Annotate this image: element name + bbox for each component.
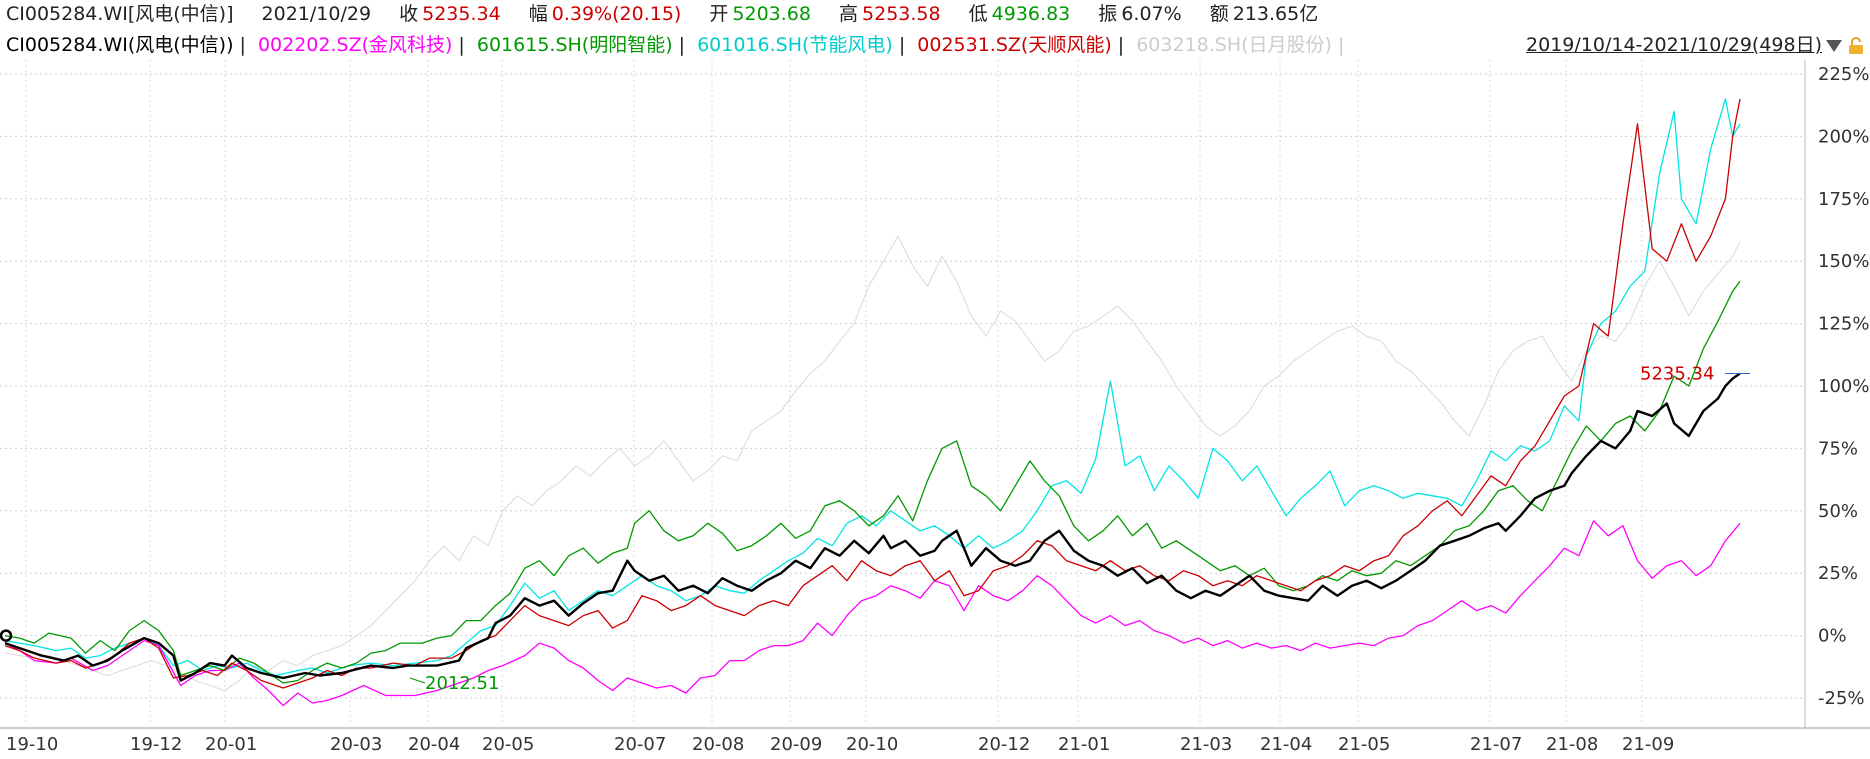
series-line bbox=[4, 372, 1741, 682]
lock-icon[interactable] bbox=[1848, 37, 1864, 55]
x-tick-label: 21-03 bbox=[1180, 734, 1232, 755]
amplitude-value: 6.07% bbox=[1121, 3, 1182, 25]
x-tick-label: 21-04 bbox=[1260, 734, 1312, 755]
series-line bbox=[4, 98, 1741, 689]
legend-item-603218[interactable]: 603218.SH(日月股份) bbox=[1136, 34, 1332, 56]
comparison-line-chart: 225%200%175%150%125%100%75%50%25%0%-25% … bbox=[0, 60, 1870, 755]
x-tick-label: 21-09 bbox=[1622, 734, 1674, 755]
y-tick-label: 25% bbox=[1818, 563, 1858, 584]
legend-item-002202[interactable]: 002202.SZ(金风科技) bbox=[257, 34, 453, 56]
quote-date: 2021/10/29 bbox=[261, 3, 372, 25]
close-label: 收 bbox=[399, 3, 419, 25]
x-tick-label: 20-04 bbox=[408, 734, 460, 755]
x-tick-label: 21-01 bbox=[1058, 734, 1110, 755]
high-value: 5253.58 bbox=[862, 3, 941, 25]
x-tick-label: 20-12 bbox=[978, 734, 1030, 755]
series-layer bbox=[0, 98, 1741, 707]
change-label: 幅 bbox=[528, 3, 548, 25]
y-tick-label: 100% bbox=[1818, 376, 1869, 397]
x-tick-label: 20-07 bbox=[614, 734, 666, 755]
series-legend: CI005284.WI(风电(中信)) | 002202.SZ(金风科技) | 60… bbox=[6, 34, 1345, 56]
legend-item-601016[interactable]: 601016.SH(节能风电) bbox=[697, 34, 893, 56]
open-label: 开 bbox=[709, 3, 729, 25]
y-tick-label: 225% bbox=[1818, 64, 1869, 85]
low-value: 4936.83 bbox=[991, 3, 1071, 25]
y-tick-label: 50% bbox=[1818, 501, 1858, 522]
annotation-layer: 5235.34 2012.51 bbox=[409, 364, 1750, 694]
x-tick-label: 20-05 bbox=[482, 734, 534, 755]
x-tick-label: 21-08 bbox=[1546, 734, 1598, 755]
y-tick-label: 175% bbox=[1818, 189, 1869, 210]
y-tick-label: 200% bbox=[1818, 126, 1869, 147]
x-tick-label: 20-03 bbox=[330, 734, 382, 755]
open-value: 5203.68 bbox=[732, 3, 811, 25]
y-tick-label: 150% bbox=[1818, 251, 1869, 272]
x-tick-label: 21-07 bbox=[1470, 734, 1522, 755]
min-value-marker bbox=[409, 677, 426, 684]
x-tick-label: 20-10 bbox=[846, 734, 898, 755]
y-tick-label: 0% bbox=[1818, 626, 1847, 647]
amount-label: 额 bbox=[1209, 3, 1229, 25]
x-tick-label: 19-12 bbox=[130, 734, 182, 755]
high-label: 高 bbox=[839, 3, 859, 25]
series-line bbox=[4, 235, 1741, 692]
x-tick-label: 20-01 bbox=[205, 734, 257, 755]
close-value: 5235.34 bbox=[422, 3, 501, 25]
index-code: CI005284.WI[风电(中信)] bbox=[6, 3, 234, 25]
y-axis-ticks: 225% 200% 175% 150% 125% 100% 75% 50% 25% 0% -25% bbox=[1818, 64, 1869, 709]
change-value: 0.39%(20.15) bbox=[551, 3, 682, 25]
date-range-text[interactable]: 2019/10/14-2021/10/29(498日) bbox=[1526, 34, 1822, 56]
amount-value: 213.65亿 bbox=[1232, 3, 1319, 25]
date-range-selector[interactable]: 2019/10/14-2021/10/29(498日) bbox=[1526, 30, 1842, 60]
series-line bbox=[4, 98, 1741, 677]
y-tick-label: 125% bbox=[1818, 314, 1869, 335]
triangle-down-icon[interactable] bbox=[1826, 39, 1842, 52]
x-tick-label: 20-09 bbox=[770, 734, 822, 755]
start-marker bbox=[0, 629, 13, 642]
amplitude-label: 振 bbox=[1098, 3, 1118, 25]
x-axis-ticks: 19-10 19-12 20-01 20-03 20-04 20-05 20-07 20-08… bbox=[6, 734, 1674, 755]
x-tick-label: 21-05 bbox=[1338, 734, 1390, 755]
low-label: 低 bbox=[968, 3, 988, 25]
series-line bbox=[4, 520, 1741, 707]
x-tick-label: 19-10 bbox=[6, 734, 58, 755]
y-tick-label: 75% bbox=[1818, 438, 1858, 459]
x-tick-label: 20-08 bbox=[692, 734, 744, 755]
last-value-label: 5235.34 bbox=[1640, 364, 1714, 385]
min-value-label: 2012.51 bbox=[425, 673, 499, 694]
grid-layer bbox=[0, 60, 1870, 729]
y-tick-label: -25% bbox=[1818, 688, 1865, 709]
legend-item-index[interactable]: CI005284.WI(风电(中信)) bbox=[6, 34, 234, 56]
series-line bbox=[4, 280, 1741, 684]
legend-item-601615[interactable]: 601615.SH(明阳智能) bbox=[476, 34, 673, 56]
legend-item-002531[interactable]: 002531.SZ(天顺风能) bbox=[917, 34, 1112, 56]
quote-info-row: CI005284.WI[风电(中信)] 2021/10/29 收 5235.34 … bbox=[6, 0, 1322, 30]
